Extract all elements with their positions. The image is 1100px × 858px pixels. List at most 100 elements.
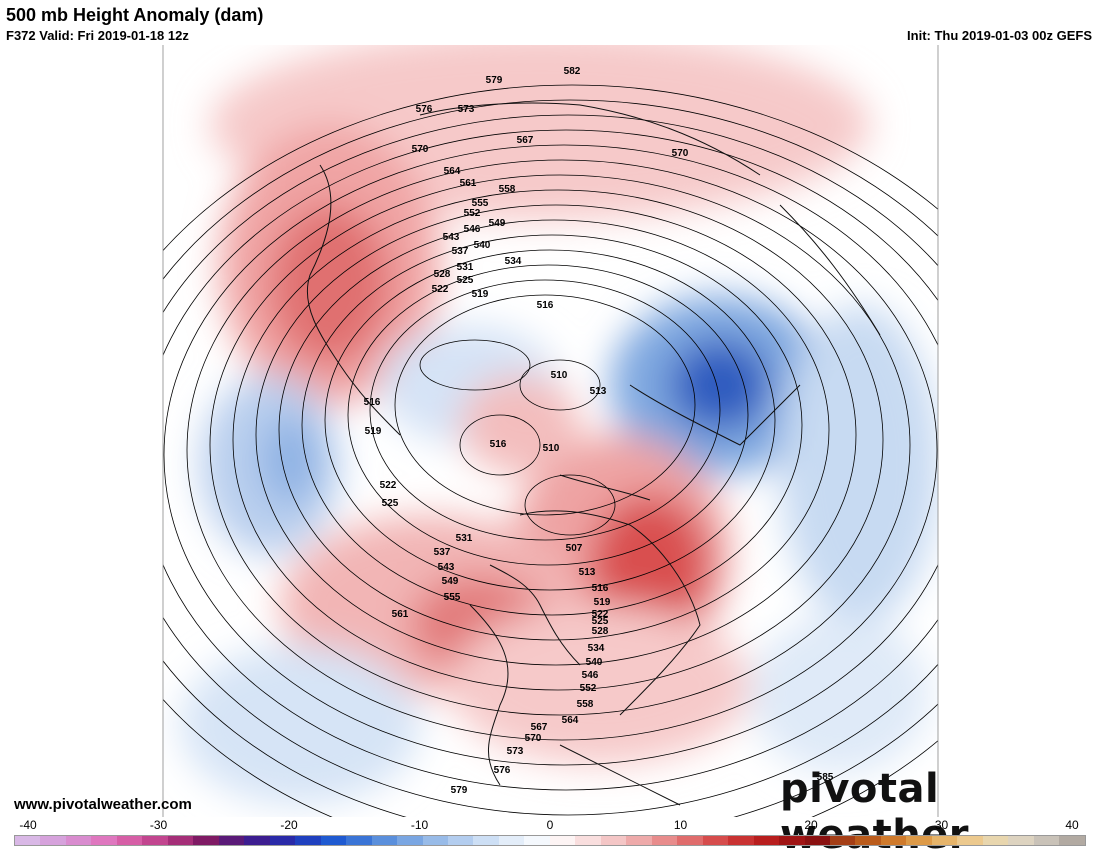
colorbar-segment bbox=[982, 836, 1009, 845]
svg-text:561: 561 bbox=[392, 609, 409, 620]
svg-text:558: 558 bbox=[499, 184, 516, 195]
svg-text:582: 582 bbox=[564, 66, 581, 77]
contour-label: 540 bbox=[586, 657, 603, 668]
colorbar-segment bbox=[931, 836, 958, 845]
contour-label: 531 bbox=[457, 262, 474, 273]
valid-time: F372 Valid: Fri 2019-01-18 12z bbox=[6, 28, 189, 43]
contour-label: 510 bbox=[543, 443, 560, 454]
colorbar-segment bbox=[397, 836, 423, 845]
svg-text:516: 516 bbox=[592, 583, 609, 594]
contour-label: 561 bbox=[392, 609, 409, 620]
colorbar-segment bbox=[524, 836, 550, 845]
colorbar-tick-label: -10 bbox=[410, 818, 429, 832]
colorbar-segment bbox=[498, 836, 525, 845]
contour-label: 525 bbox=[457, 275, 474, 286]
svg-text:516: 516 bbox=[364, 397, 381, 408]
colorbar-tick-label: 20 bbox=[804, 818, 818, 832]
colorbar-segment bbox=[346, 836, 372, 845]
colorbar-segment bbox=[880, 836, 907, 845]
svg-text:516: 516 bbox=[490, 439, 507, 450]
colorbar-segment bbox=[116, 836, 143, 845]
contour-label: 573 bbox=[507, 746, 524, 757]
contour-label: 573 bbox=[458, 104, 475, 115]
colorbar-segment bbox=[218, 836, 245, 845]
svg-text:564: 564 bbox=[444, 166, 461, 177]
svg-text:579: 579 bbox=[451, 785, 468, 796]
colorbar-segment bbox=[15, 836, 41, 845]
svg-text:510: 510 bbox=[543, 443, 560, 454]
contour-label: 543 bbox=[443, 232, 460, 243]
svg-text:573: 573 bbox=[458, 104, 475, 115]
svg-text:537: 537 bbox=[452, 246, 469, 257]
colorbar-segment bbox=[193, 836, 219, 845]
colorbar-segment bbox=[1059, 836, 1085, 845]
svg-text:579: 579 bbox=[486, 75, 503, 86]
contour-label: 534 bbox=[588, 643, 605, 654]
init-time: Init: Thu 2019-01-03 00z GEFS bbox=[907, 28, 1092, 43]
coastlines bbox=[306, 102, 881, 806]
colorbar-segment bbox=[779, 836, 805, 845]
colorbar-segment bbox=[422, 836, 448, 845]
colorbar-segment bbox=[91, 836, 117, 845]
svg-text:519: 519 bbox=[594, 597, 611, 608]
contour-label: 522 bbox=[380, 480, 397, 491]
colorbar-segment bbox=[728, 836, 754, 845]
colorbar-segment bbox=[957, 836, 983, 845]
contour-label: 570 bbox=[412, 144, 429, 155]
svg-text:534: 534 bbox=[588, 643, 605, 654]
svg-text:567: 567 bbox=[531, 722, 548, 733]
contour-label: 543 bbox=[438, 562, 455, 573]
colorbar-segment bbox=[830, 836, 856, 845]
height-contours bbox=[163, 84, 938, 817]
colorbar-segment bbox=[447, 836, 474, 845]
colorbar-segment bbox=[651, 836, 678, 845]
colorbar-segment bbox=[142, 836, 168, 845]
contour-label: 570 bbox=[672, 148, 689, 159]
svg-text:531: 531 bbox=[456, 533, 473, 544]
contour-label: 528 bbox=[434, 269, 451, 280]
svg-text:555: 555 bbox=[472, 198, 489, 209]
colorbar-segment bbox=[702, 836, 729, 845]
map-title: 500 mb Height Anomaly (dam) bbox=[6, 5, 264, 25]
svg-text:558: 558 bbox=[577, 699, 594, 710]
contour-label: 579 bbox=[486, 75, 503, 86]
colorbar-segment bbox=[1033, 836, 1060, 845]
svg-text:552: 552 bbox=[580, 683, 597, 694]
colorbar-segment bbox=[1008, 836, 1034, 845]
svg-text:525: 525 bbox=[457, 275, 474, 286]
colorbar-segment bbox=[295, 836, 321, 845]
contour-label: 546 bbox=[582, 670, 599, 681]
svg-text:561: 561 bbox=[460, 178, 477, 189]
contour-label: 579 bbox=[451, 785, 468, 796]
contour-label: 531 bbox=[456, 533, 473, 544]
contour-label: 567 bbox=[517, 135, 534, 146]
contour-label: 576 bbox=[494, 765, 511, 776]
colorbar-tick-label: 0 bbox=[546, 818, 554, 832]
svg-text:522: 522 bbox=[592, 609, 609, 620]
svg-text:543: 543 bbox=[443, 232, 460, 243]
colorbar-segment bbox=[677, 836, 703, 845]
contour-label: 555 bbox=[444, 592, 461, 603]
contour-label: 516 bbox=[537, 300, 554, 311]
colorbar-tick-label: 10 bbox=[673, 818, 688, 832]
colorbar-segment bbox=[244, 836, 270, 845]
contour-label: 519 bbox=[365, 426, 382, 437]
svg-text:576: 576 bbox=[416, 104, 433, 115]
svg-text:552: 552 bbox=[464, 208, 481, 219]
colorbar-segment bbox=[320, 836, 347, 845]
colorbar-tick-label: 40 bbox=[1065, 818, 1079, 832]
contour-label: 585 bbox=[817, 772, 834, 783]
colorbar-segment bbox=[371, 836, 398, 845]
contour-label: 519 bbox=[594, 597, 611, 608]
colorbar-segment bbox=[600, 836, 627, 845]
contour-label: 558 bbox=[577, 699, 594, 710]
colorbar-tick-label: -20 bbox=[280, 818, 298, 832]
colorbar-segment bbox=[626, 836, 652, 845]
colorbar-tick-label: -30 bbox=[149, 818, 168, 832]
svg-text:546: 546 bbox=[582, 670, 599, 681]
svg-text:531: 531 bbox=[457, 262, 474, 273]
height-anomaly-map: 582 579 576 573 567 570 570 564 561 558 555 552 549 5… bbox=[0, 45, 1100, 817]
colorbar-segment bbox=[855, 836, 881, 845]
colorbar-segment bbox=[575, 836, 601, 845]
